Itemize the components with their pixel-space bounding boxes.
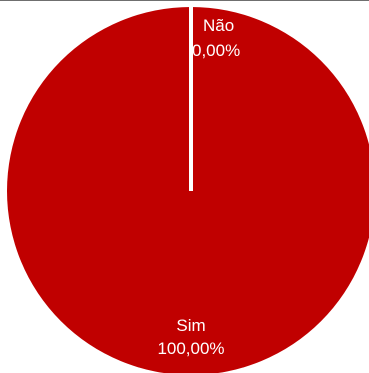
- slice-value-nao: 0,00%: [192, 41, 240, 60]
- pie-slice-sim: [7, 7, 369, 373]
- top-border-line: [0, 0, 369, 1]
- slice-label-sim: Sim: [176, 316, 205, 335]
- slice-value-sim: 100,00%: [157, 339, 224, 358]
- slice-label-nao: Não: [203, 16, 234, 35]
